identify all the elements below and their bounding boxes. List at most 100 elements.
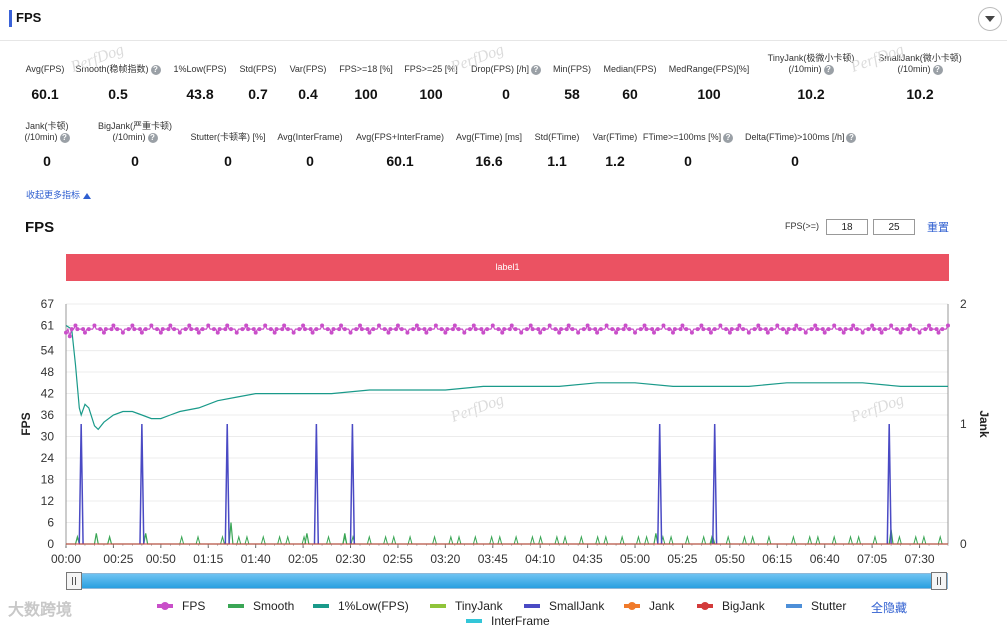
fps-point [559, 327, 564, 332]
fps-point [358, 323, 362, 328]
fps-point [285, 327, 290, 332]
smooth-hump [285, 534, 291, 545]
fps-point [137, 327, 142, 332]
fps-point [234, 330, 239, 335]
fps-point [215, 330, 220, 335]
fps-point [456, 327, 461, 332]
metric-row1-0: TinyJank(极微小卡顿) (/10min)? 10.2 [761, 53, 861, 104]
help-icon[interactable]: ? [846, 132, 857, 143]
y-tick-label: 30 [41, 430, 55, 444]
fps-point [479, 327, 484, 332]
fps-point [524, 327, 529, 332]
collapse-metrics-link[interactable]: 收起更多指标 [26, 188, 92, 201]
fps-point [502, 327, 507, 332]
smooth-hump [595, 534, 601, 545]
legend-label: BigJank [722, 599, 765, 613]
help-icon[interactable]: ? [531, 64, 541, 75]
fps-point [513, 327, 518, 332]
fps-point [411, 327, 416, 332]
fps-point [468, 327, 473, 332]
smooth-hump [897, 534, 902, 545]
metric-label: Avg(FPS) [25, 64, 65, 74]
reset-button[interactable]: 重置 [927, 222, 949, 234]
metric-value: 0 [502, 86, 510, 102]
fps-threshold-input-2[interactable] [873, 219, 915, 235]
fps-point [763, 327, 768, 332]
smooth-hump [937, 534, 943, 545]
smooth-hump [913, 534, 919, 545]
legend-item-jank[interactable]: Jank [624, 599, 674, 613]
metric-label: Std(FTime) [534, 132, 580, 142]
legend-swatch [313, 603, 329, 608]
help-icon[interactable]: ? [150, 64, 161, 75]
fps-point [894, 327, 899, 332]
metric-label: 1%Low(FPS) [173, 64, 227, 74]
slider-right-handle[interactable] [931, 572, 947, 590]
fps-point [69, 327, 74, 332]
legend-item-bigjank[interactable]: BigJank [697, 599, 765, 613]
metric-value: 0 [224, 153, 232, 169]
y-tick-label: 6 [47, 516, 54, 530]
smooth-hump [366, 534, 372, 545]
legend-item-stutter[interactable]: Stutter [786, 599, 846, 613]
help-icon[interactable]: ? [59, 132, 70, 143]
fps-point [678, 327, 683, 332]
legend-item-interframe[interactable]: InterFrame [466, 614, 550, 628]
legend-swatch [524, 603, 540, 608]
fps-threshold-input-1[interactable] [826, 219, 868, 235]
fps-point [598, 327, 603, 332]
legend-item-tinyjank[interactable]: TinyJank [430, 599, 503, 613]
metric-label-unit: (/10min)? [870, 64, 970, 75]
x-tick-label: 00:00 [51, 552, 81, 565]
fps-point [172, 327, 177, 332]
metric-label: Delta(FTime)>100ms [/h]? [745, 132, 857, 143]
fps-point [519, 330, 524, 335]
y-tick-label: 48 [41, 365, 55, 379]
time-range-slider[interactable] [66, 573, 948, 589]
fps-point [530, 327, 535, 332]
metric-row1-0: Smooth(稳帧指数)? 0.5 [68, 64, 168, 104]
fps-point [422, 327, 427, 332]
fps-point [576, 330, 581, 335]
help-icon[interactable]: ? [147, 132, 158, 143]
hide-all-button[interactable]: 全隐藏 [871, 601, 908, 615]
help-icon[interactable]: ? [723, 132, 734, 143]
x-tick-label: 00:50 [146, 552, 176, 565]
fps-point [206, 323, 211, 328]
fps-point [217, 327, 222, 332]
metric-row1-0: Avg(FPS) 60.1 [0, 64, 95, 104]
legend-item-smalljank[interactable]: SmallJank [524, 599, 604, 613]
metric-value: 60.1 [31, 86, 59, 102]
fps-point [126, 327, 131, 332]
fps-point [386, 330, 391, 335]
legend-item-low1[interactable]: 1%Low(FPS) [313, 599, 409, 613]
fps-point [803, 330, 808, 335]
collapse-button[interactable] [978, 7, 1002, 31]
fps-point [500, 330, 505, 335]
smooth-hump [578, 534, 584, 545]
metric-label: SmallJank(微小卡顿) [878, 53, 962, 63]
help-icon[interactable]: ? [823, 64, 834, 75]
fps-point [536, 327, 541, 332]
fps-point [917, 330, 922, 335]
x-tick-label: 06:15 [762, 552, 792, 565]
slider-left-handle[interactable] [66, 572, 82, 590]
fps-point [815, 327, 820, 332]
smooth-hump [856, 534, 862, 545]
metric-value: 100 [419, 86, 443, 102]
fps-point [538, 330, 543, 335]
fps-point [240, 327, 245, 332]
fps-point [111, 323, 116, 328]
fps-point [308, 327, 313, 332]
legend-item-smooth[interactable]: Smooth [228, 599, 294, 613]
x-tick-label: 02:55 [383, 552, 413, 565]
smooth-hump [872, 534, 878, 545]
fps-point [416, 327, 421, 332]
help-icon[interactable]: ? [932, 64, 943, 75]
smooth-hump [554, 534, 560, 545]
legend-item-fps[interactable]: FPS [157, 599, 205, 613]
label-band[interactable]: label1 [66, 254, 949, 281]
metric-value: 60.1 [386, 153, 414, 169]
fps-point [900, 327, 905, 332]
